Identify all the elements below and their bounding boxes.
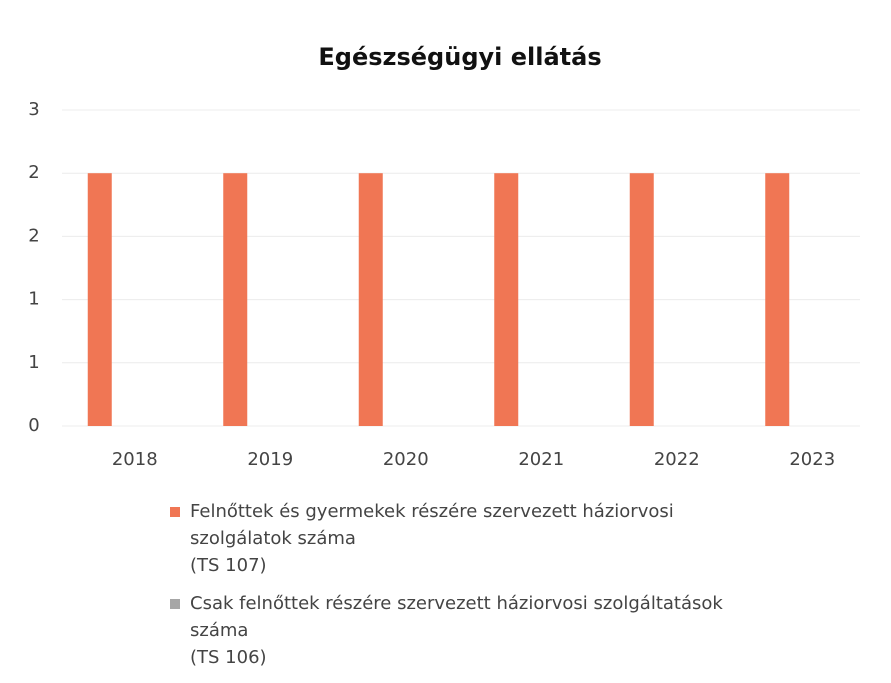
bar <box>494 173 519 426</box>
legend-swatch <box>170 507 180 517</box>
x-tick-label: 2023 <box>789 449 835 470</box>
x-tick-label: 2019 <box>247 449 293 470</box>
bar <box>629 173 654 426</box>
y-tick-label: 2 <box>28 225 39 246</box>
legend: Felnőttek és gyermekek részére szervezet… <box>170 498 770 682</box>
y-tick-label: 0 <box>28 415 39 436</box>
bar <box>223 173 248 426</box>
bar <box>765 173 790 426</box>
bar <box>358 173 383 426</box>
legend-label: Csak felnőttek részére szervezett házior… <box>190 593 723 668</box>
x-tick-label: 2022 <box>654 449 700 470</box>
legend-swatch <box>170 599 180 609</box>
x-tick-label: 2020 <box>383 449 429 470</box>
bar <box>87 173 112 426</box>
y-tick-label: 1 <box>28 352 39 373</box>
legend-item: Csak felnőttek részére szervezett házior… <box>170 590 770 671</box>
x-tick-label: 2021 <box>518 449 564 470</box>
y-tick-label: 1 <box>28 289 39 310</box>
x-tick-label: 2018 <box>112 449 158 470</box>
legend-label: Felnőttek és gyermekek részére szervezet… <box>190 501 674 576</box>
y-tick-label: 2 <box>28 162 39 183</box>
y-tick-label: 3 <box>28 99 39 120</box>
legend-item: Felnőttek és gyermekek részére szervezet… <box>170 498 770 579</box>
chart-title: Egészségügyi ellátás <box>318 43 601 71</box>
